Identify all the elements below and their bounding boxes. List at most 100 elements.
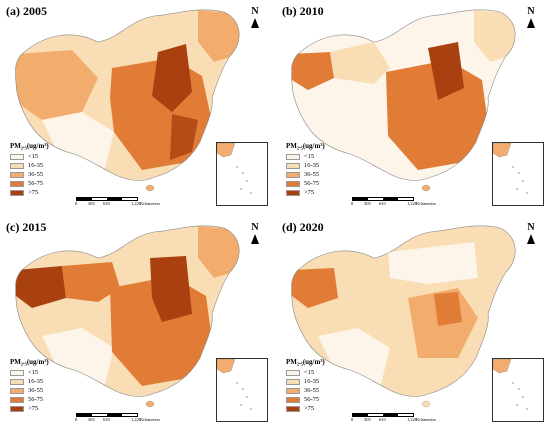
legend-swatch xyxy=(286,153,300,160)
legend-swatch xyxy=(286,405,300,412)
legend-swatch xyxy=(286,171,300,178)
map-panel-2005: (a) 2005 N PM₂.₅(ug/m³) <15 16-35 36-55 … xyxy=(2,2,272,212)
legend-item: <15 xyxy=(286,152,325,161)
legend-swatch xyxy=(10,396,24,403)
legend-title: PM₂.₅(ug/m³) xyxy=(286,358,325,366)
legend-item: >75 xyxy=(10,404,49,413)
legend-item: >75 xyxy=(286,404,325,413)
north-arrow-icon xyxy=(527,234,535,244)
legend-title: PM₂.₅(ug/m³) xyxy=(286,142,325,150)
north-arrow: N xyxy=(524,222,538,244)
scale-label: 0 xyxy=(75,201,78,206)
legend-title: PM₂.₅(ug/m³) xyxy=(10,142,49,150)
legend-label: <15 xyxy=(28,153,39,160)
legend-label: 36-55 xyxy=(304,171,320,178)
legend-label: 16-35 xyxy=(28,378,44,385)
scale-label: 0 xyxy=(351,201,354,206)
south-china-sea-inset xyxy=(492,358,544,422)
scale-bar: 0 305 610 1,220 Kilometers xyxy=(351,413,452,427)
legend-label: 56-75 xyxy=(304,180,320,187)
scale-unit: Kilometers xyxy=(416,417,436,422)
legend-label: 36-55 xyxy=(28,387,44,394)
legend-item: 56-75 xyxy=(10,179,49,188)
panel-title: (a) 2005 xyxy=(6,4,47,18)
legend: PM₂.₅(ug/m³) <15 16-35 36-55 56-75 >75 xyxy=(286,142,325,197)
north-arrow: N xyxy=(248,222,262,244)
legend-swatch xyxy=(286,162,300,169)
legend-item: 56-75 xyxy=(286,395,325,404)
north-arrow-icon xyxy=(527,18,535,28)
scale-label: 305 xyxy=(364,417,371,422)
scale-bar: 0 305 610 1,220 Kilometers xyxy=(351,197,452,211)
china-map-2005 xyxy=(14,9,240,192)
scale-label: 0 xyxy=(351,417,354,422)
scale-label: 305 xyxy=(88,417,95,422)
legend-item: 36-55 xyxy=(10,170,49,179)
legend-swatch xyxy=(10,378,24,385)
scale-label: 610 xyxy=(103,201,110,206)
legend-label: >75 xyxy=(304,189,315,196)
scale-unit: Kilometers xyxy=(140,417,160,422)
legend-item: >75 xyxy=(286,188,325,197)
scale-label: 610 xyxy=(379,201,386,206)
china-map-2020 xyxy=(290,225,516,408)
legend-item: 16-35 xyxy=(10,377,49,386)
panel-title: (d) 2020 xyxy=(282,220,324,234)
north-label: N xyxy=(251,6,259,17)
scale-label: 1,220 xyxy=(131,417,142,422)
china-map-2015 xyxy=(14,225,240,408)
south-china-sea-inset xyxy=(492,142,544,206)
legend-swatch xyxy=(10,189,24,196)
legend-swatch xyxy=(10,171,24,178)
map-panel-2015: (c) 2015 N PM₂.₅(ug/m³) <15 16-35 36-55 … xyxy=(2,218,272,428)
legend-label: 16-35 xyxy=(304,378,320,385)
north-arrow-icon xyxy=(251,234,259,244)
legend-item: 56-75 xyxy=(286,179,325,188)
legend-label: 36-55 xyxy=(28,171,44,178)
legend-label: 36-55 xyxy=(304,387,320,394)
north-label: N xyxy=(251,222,259,233)
legend-label: 16-35 xyxy=(28,162,44,169)
legend-item: 16-35 xyxy=(286,161,325,170)
scale-label: 610 xyxy=(379,417,386,422)
legend-swatch xyxy=(10,387,24,394)
legend-item: <15 xyxy=(10,152,49,161)
legend: PM₂.₅(ug/m³) <15 16-35 36-55 56-75 >75 xyxy=(10,358,49,413)
legend-swatch xyxy=(10,369,24,376)
legend-item: <15 xyxy=(286,368,325,377)
legend: PM₂.₅(ug/m³) <15 16-35 36-55 56-75 >75 xyxy=(286,358,325,413)
legend-swatch xyxy=(10,405,24,412)
south-china-sea-inset xyxy=(216,142,268,206)
north-arrow-icon xyxy=(251,18,259,28)
scale-unit: Kilometers xyxy=(416,201,436,206)
legend-label: >75 xyxy=(28,189,39,196)
scale-label: 1,220 xyxy=(407,417,418,422)
north-label: N xyxy=(527,222,535,233)
legend-label: >75 xyxy=(28,405,39,412)
legend-item: 56-75 xyxy=(10,395,49,404)
legend-label: 56-75 xyxy=(28,180,44,187)
legend-swatch xyxy=(10,162,24,169)
legend-item: 36-55 xyxy=(286,170,325,179)
scale-label: 0 xyxy=(75,417,78,422)
south-china-sea-inset xyxy=(216,358,268,422)
north-label: N xyxy=(527,6,535,17)
scale-label: 1,220 xyxy=(407,201,418,206)
legend-swatch xyxy=(10,180,24,187)
legend-title: PM₂.₅(ug/m³) xyxy=(10,358,49,366)
scale-label: 610 xyxy=(103,417,110,422)
legend-swatch xyxy=(10,153,24,160)
legend-swatch xyxy=(286,180,300,187)
legend-label: 56-75 xyxy=(28,396,44,403)
legend-item: 36-55 xyxy=(286,386,325,395)
scale-unit: Kilometers xyxy=(140,201,160,206)
legend-item: <15 xyxy=(10,368,49,377)
legend-label: <15 xyxy=(28,369,39,376)
panel-title: (c) 2015 xyxy=(6,220,47,234)
legend-swatch xyxy=(286,387,300,394)
legend-label: <15 xyxy=(304,153,315,160)
scale-label: 1,220 xyxy=(131,201,142,206)
panel-title: (b) 2010 xyxy=(282,4,324,18)
legend-swatch xyxy=(286,378,300,385)
scale-bar: 0 305 610 1,220 Kilometers xyxy=(75,413,176,427)
